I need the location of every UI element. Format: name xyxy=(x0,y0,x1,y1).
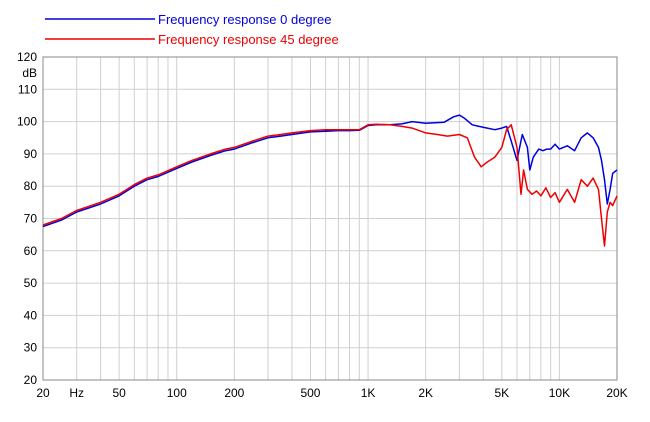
y-tick-label: 50 xyxy=(24,276,38,290)
series-line-45-degree xyxy=(42,123,618,247)
x-tick-label: 1K xyxy=(361,386,376,400)
series-layer xyxy=(42,114,618,247)
x-tick-label: 100 xyxy=(167,386,187,400)
y-tick-label: 120 xyxy=(17,50,37,64)
y-tick-label: 30 xyxy=(24,341,38,355)
x-tick-label: 2K xyxy=(418,386,433,400)
grid-lines xyxy=(42,56,618,381)
x-tick-label: 5K xyxy=(494,386,509,400)
y-tick-label: 80 xyxy=(24,179,38,193)
plot-frame xyxy=(42,56,618,381)
y-tick-label: 110 xyxy=(18,82,37,96)
plot-border xyxy=(42,56,618,381)
y-axis-label: dB xyxy=(22,66,37,80)
y-tick-label: 40 xyxy=(24,308,38,322)
x-tick-label: 50 xyxy=(112,386,126,400)
y-tick-label: 20 xyxy=(24,373,38,387)
x-tick-label: 200 xyxy=(224,386,244,400)
y-tick-label: 70 xyxy=(24,212,38,226)
x-tick-label: 20K xyxy=(606,386,627,400)
y-tick-label: 100 xyxy=(17,115,37,129)
x-tick-label: 10K xyxy=(549,386,570,400)
legend-label: Frequency response 0 degree xyxy=(158,12,331,27)
x-tick-label: 500 xyxy=(300,386,320,400)
y-tick-label: 60 xyxy=(24,244,38,258)
legend-label: Frequency response 45 degree xyxy=(158,32,339,47)
x-tick-label: Hz xyxy=(69,386,84,400)
series-line-0-degree xyxy=(42,114,618,228)
y-axis-ticks: 20 30 40 50 60 70 80 90 100 110 120 xyxy=(17,50,37,387)
x-axis-ticks: 20 Hz 50 100 200 500 1K 2K 5K 10K 20K xyxy=(36,386,627,400)
y-tick-label: 90 xyxy=(24,147,38,161)
x-tick-label: 20 xyxy=(36,386,50,400)
legend: Frequency response 0 degree Frequency res… xyxy=(45,12,339,47)
